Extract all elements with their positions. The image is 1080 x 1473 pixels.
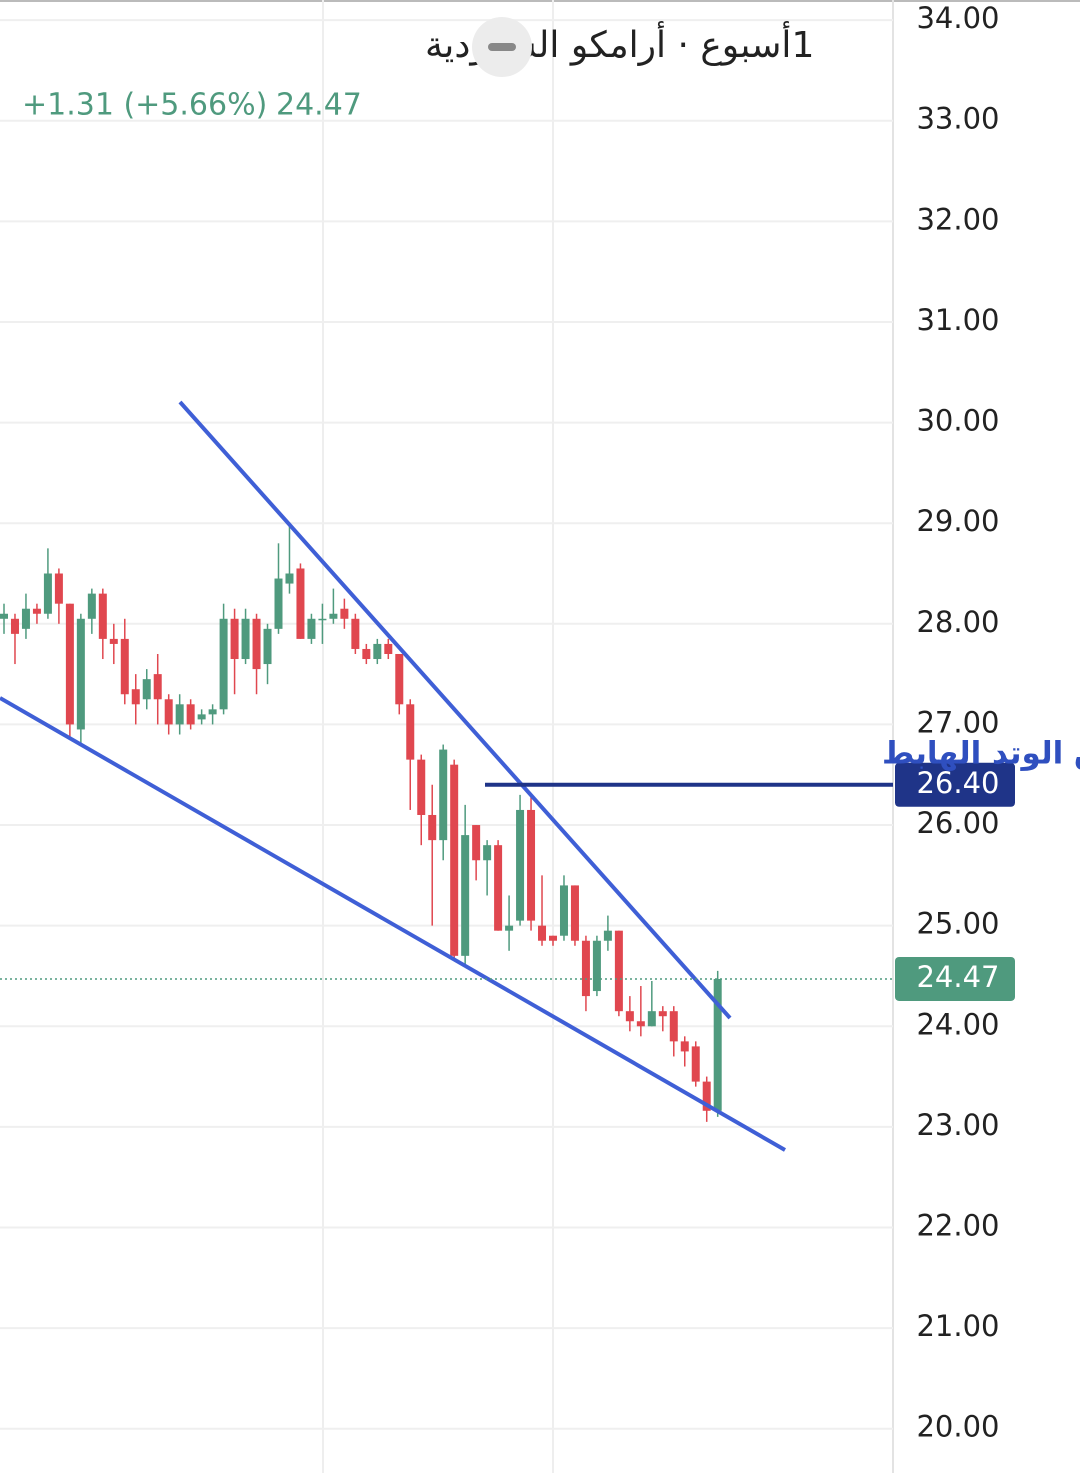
candle-body [329,613,338,619]
candle-body [680,1041,689,1052]
candle-body [153,674,162,700]
candle-body [570,885,579,941]
candle-body [175,704,184,725]
candle-body [559,885,568,936]
candle-body [384,643,393,654]
y-tick-label: 32.00 [916,202,999,236]
candle-body [186,704,195,725]
candle-body [581,940,590,997]
candle-body [307,618,316,639]
y-tick-label: 20.00 [916,1410,999,1444]
grid: 20.00 21.00 22.00 23.00 24.00 25.00 26.00 27.00… [0,1,1000,1444]
candle-body [0,613,8,619]
last-price: 24.47 [276,88,362,123]
candle-body [636,1021,645,1027]
y-tick-label: 26.00 [916,806,999,840]
candle-body [417,759,426,815]
candle-body [614,930,623,1012]
candle-body [274,578,283,629]
target-label: 26.40 [916,766,999,800]
candle-body [76,618,85,730]
candle-body [197,714,206,720]
candle-body [603,930,612,941]
candle-body [120,638,129,695]
candle-body [87,593,96,619]
candle-body [54,573,63,604]
candle-body [131,689,140,705]
y-tick-label: 29.00 [916,504,999,538]
overlay: 24.47 26.40هدف اختراق الوتد الهابط [0,735,1080,1001]
y-tick-label: 27.00 [916,705,999,739]
target-box [895,762,1015,807]
y-tick-label: 33.00 [916,102,999,136]
y-tick-label: 28.00 [916,605,999,639]
candle-body [450,764,459,956]
collapse-icon [488,43,516,51]
candle-body [713,978,722,1111]
candle-body [362,648,371,660]
candle-body [10,618,19,634]
candle-body [483,845,492,861]
upper-trendline [178,400,732,1020]
last-price-label: 24.47 [916,960,999,994]
y-tick-label: 23.00 [916,1108,999,1142]
candle-body [208,709,217,715]
last-price-box [895,956,1015,1001]
candle-body [494,845,503,931]
candle-body [164,699,173,725]
candle-body [592,940,601,992]
y-tick-label: 21.00 [916,1309,999,1343]
candle-body [625,1011,634,1022]
candle-body [43,573,52,614]
candle-body [318,618,327,621]
y-tick-label: 31.00 [916,303,999,337]
candle-body [65,603,74,725]
candle-body [406,704,415,760]
candle-body [669,1011,678,1042]
candle-body [142,679,151,700]
candle-body [538,925,547,941]
candle-body [296,568,305,639]
candle-body [219,618,228,710]
y-tick-label: 30.00 [916,404,999,438]
candle-body [516,809,525,921]
candle-body [230,618,239,660]
candle-body [98,593,107,639]
candle-body [252,618,261,670]
candle-body [351,618,360,649]
candle-body [340,608,349,619]
candle-body [109,638,118,644]
candle-body [241,618,250,660]
candle-body [527,809,536,921]
candle-body [658,1011,667,1017]
candle-body [285,573,294,584]
candle-body [21,608,30,629]
candle-body [373,643,382,660]
candle-body [461,835,470,956]
y-tick-label: 24.00 [916,1007,999,1041]
candle-body [549,935,557,941]
candle-body [647,1011,656,1027]
target-annotation: هدف اختراق الوتد الهابط [882,735,1080,771]
candle-body [439,749,448,841]
y-tick-label: 34.00 [916,1,999,35]
candle-body [472,825,481,861]
candle-body [702,1081,711,1111]
candle-body [505,925,514,931]
lower-trendline [0,696,786,1152]
candle-body [263,628,272,665]
candle-body [691,1046,700,1082]
candles [0,523,722,1122]
candle-body [395,653,404,705]
y-tick-label: 25.00 [916,907,999,941]
candle-body [32,608,41,614]
y-tick-label: 22.00 [916,1209,999,1243]
candle-body [428,814,437,841]
change: +1.31 (+5.66%) [22,88,267,123]
